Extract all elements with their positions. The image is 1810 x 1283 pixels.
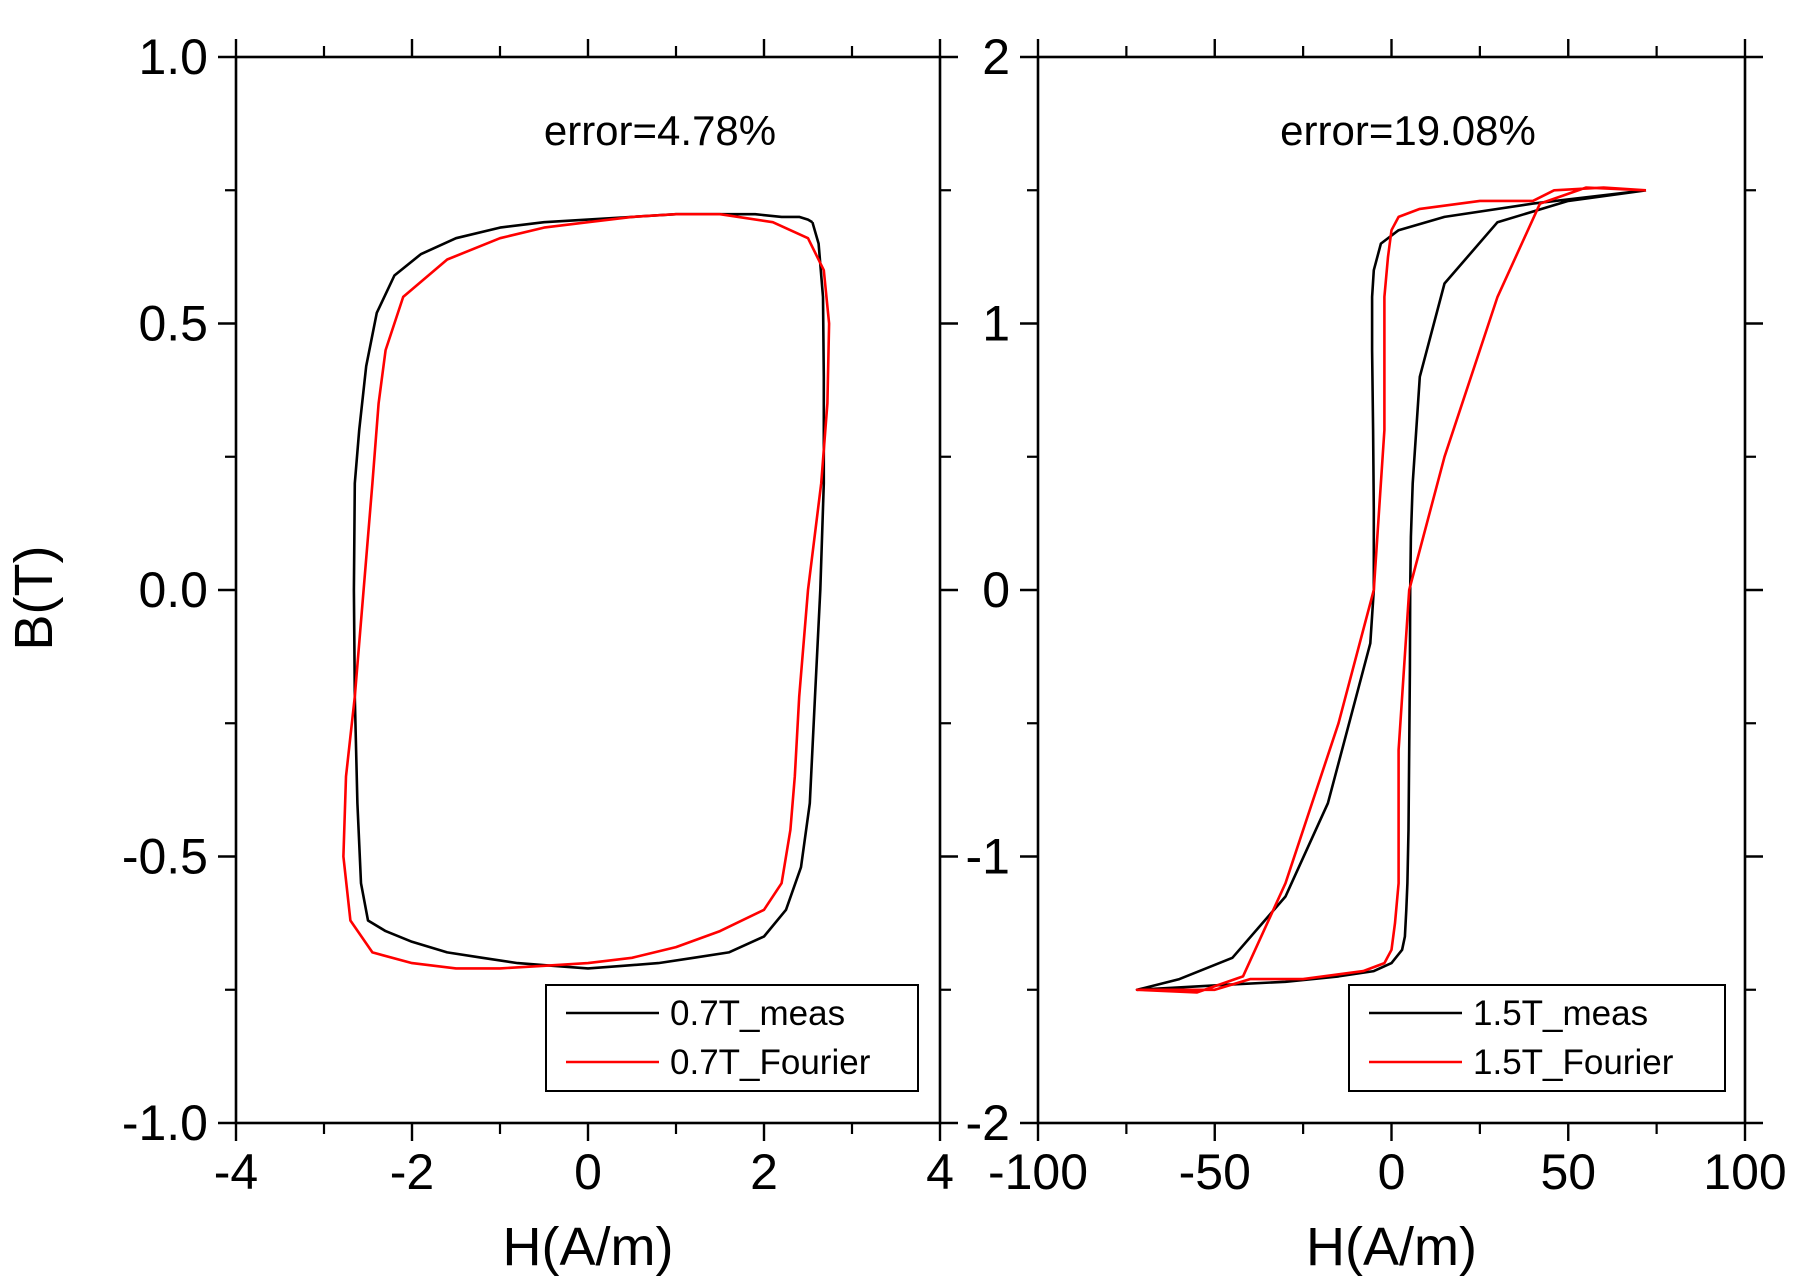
series-line-1 <box>342 212 831 970</box>
x-tick-label: -2 <box>390 1144 434 1200</box>
chart-panel-right: -100 -50 0 50 100 -2 -1 0 1 2 H(A/m) error=19.08% 1.… <box>966 29 1787 1277</box>
y-tick-label: 0.5 <box>138 296 208 352</box>
legend-label-1: 1.5T_Fourier <box>1473 1043 1674 1082</box>
x-axis-title: H(A/m) <box>503 1217 674 1277</box>
x-tick-label: 50 <box>1540 1144 1596 1200</box>
series-group <box>1135 186 1647 994</box>
legend-box <box>545 984 919 1092</box>
y-tick-label: 1 <box>982 296 1010 352</box>
x-tick-label: 0 <box>574 1144 602 1200</box>
x-tick-label: 4 <box>926 1144 954 1200</box>
series-line-1 <box>1135 186 1647 994</box>
chart-panel-left: -4 -2 0 2 4 -1.0 -0.5 0.0 0.5 1.0 H(A/m) error=4.78… <box>122 29 958 1277</box>
y-tick-label: -1.0 <box>122 1095 208 1151</box>
y-tick-label: 0 <box>982 562 1010 618</box>
series-group <box>342 212 831 970</box>
error-annotation: error=4.78% <box>544 107 776 154</box>
y-tick-label: 2 <box>982 29 1010 85</box>
legend-label-0: 0.7T_meas <box>670 994 845 1033</box>
shared-y-axis-title: B(T) <box>4 546 64 651</box>
x-axis-title: H(A/m) <box>1306 1217 1477 1277</box>
x-tick-label: 0 <box>1378 1144 1406 1200</box>
x-tick-label: -100 <box>988 1144 1088 1200</box>
legend-label-1: 0.7T_Fourier <box>670 1043 871 1082</box>
series-line-0 <box>1135 189 1647 992</box>
series-line-0 <box>352 212 826 970</box>
legend-label-0: 1.5T_meas <box>1473 994 1648 1033</box>
error-annotation: error=19.08% <box>1280 107 1536 154</box>
y-tick-label: -0.5 <box>122 829 208 885</box>
x-tick-label: 100 <box>1703 1144 1786 1200</box>
legend: 1.5T_meas 1.5T_Fourier <box>1348 984 1726 1092</box>
legend: 0.7T_meas 0.7T_Fourier <box>545 984 919 1092</box>
legend-box <box>1348 984 1726 1092</box>
x-tick-label: 2 <box>750 1144 778 1200</box>
x-tick-label: -4 <box>214 1144 258 1200</box>
y-tick-label: 1.0 <box>138 29 208 85</box>
y-tick-label: -2 <box>966 1095 1010 1151</box>
x-tick-label: -50 <box>1179 1144 1251 1200</box>
y-tick-label: 0.0 <box>138 562 208 618</box>
y-tick-label: -1 <box>966 829 1010 885</box>
